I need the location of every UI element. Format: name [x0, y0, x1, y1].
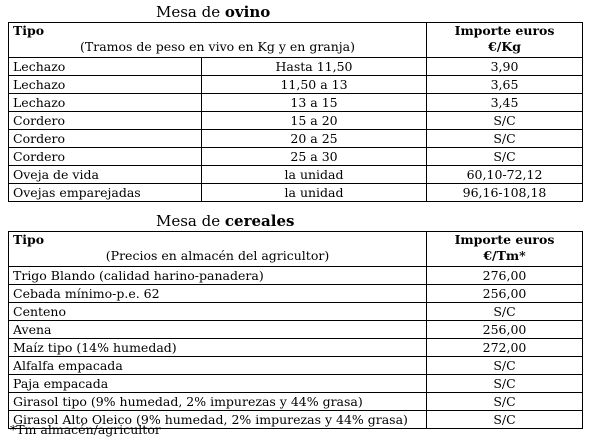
- cereales-tipo-cell: Girasol Alto Oleico (9% humedad, 2% impu…: [8, 410, 427, 429]
- cereales-importe-cell: 256,00: [426, 284, 583, 303]
- ovino-header-row: Tipo (Tramos de peso en vivo en Kg y en …: [7, 22, 584, 58]
- cereales-title-bold: cereales: [224, 212, 295, 230]
- ovino-tipo-cell: Cordero: [8, 111, 202, 130]
- cereales-header-tipo-subtitle: (Precios en almacén del agricultor): [105, 248, 330, 263]
- cereales-header-tipo-title: Tipo: [13, 232, 45, 248]
- ovino-tramo-cell: 15 a 20: [200, 111, 428, 130]
- cereales-header-tipo: Tipo (Precios en almacén del agricultor): [8, 231, 427, 267]
- ovino-title-prefix: Mesa de: [156, 3, 225, 21]
- table-row: Girasol Alto Oleico (9% humedad, 2% impu…: [8, 410, 583, 429]
- cereales-header-row: Tipo (Precios en almacén del agricultor)…: [8, 231, 583, 267]
- cereales-footnote: *Tm almacén/agricultor: [10, 422, 161, 437]
- ovino-tipo-cell: Cordero: [8, 147, 202, 166]
- ovino-header-tipo-title: Tipo: [13, 23, 45, 39]
- ovino-tramo-cell: 20 a 25: [200, 129, 428, 148]
- table-row: Cordero 15 a 20 S/C: [8, 111, 584, 130]
- ovino-title-bold: ovino: [224, 3, 271, 21]
- ovino-tramo-cell: la unidad: [200, 165, 428, 184]
- cereales-importe-cell: S/C: [426, 410, 583, 429]
- cereales-tipo-cell: Trigo Blando (calidad harino-panadera): [8, 266, 427, 285]
- ovino-tramo-cell: 25 a 30: [200, 147, 428, 166]
- table-row: Girasol tipo (9% humedad, 2% impurezas y…: [8, 392, 583, 411]
- ovino-importe-cell: S/C: [426, 111, 584, 130]
- table-row: Avena 256,00: [8, 320, 583, 339]
- cereales-tipo-cell: Maíz tipo (14% humedad): [8, 338, 427, 357]
- cereales-tipo-cell: Centeno: [8, 302, 427, 321]
- ovino-tipo-cell: Lechazo: [8, 75, 202, 94]
- ovino-header-tipo-subtitle: (Tramos de peso en vivo en Kg y en granj…: [80, 39, 356, 54]
- ovino-importe-cell: 3,90: [426, 57, 584, 76]
- ovino-tipo-cell: Cordero: [8, 129, 202, 148]
- table-row: Lechazo Hasta 11,50 3,90: [8, 57, 584, 76]
- ovino-tipo-cell: Oveja de vida: [8, 165, 202, 184]
- cereales-importe-cell: 276,00: [426, 266, 583, 285]
- ovino-importe-cell: S/C: [426, 147, 584, 166]
- table-row: Cordero 20 a 25 S/C: [8, 129, 584, 148]
- table-row: Trigo Blando (calidad harino-panadera) 27…: [8, 266, 583, 285]
- ovino-tramo-cell: 13 a 15: [200, 93, 428, 112]
- table-row: Ovejas emparejadas la unidad 96,16-108,18: [8, 183, 584, 202]
- ovino-tramo-cell: Hasta 11,50: [200, 57, 428, 76]
- cereales-importe-cell: S/C: [426, 356, 583, 375]
- ovino-header-importe-line1: Importe euros: [454, 23, 555, 39]
- ovino-tramo-cell: la unidad: [200, 183, 428, 202]
- ovino-importe-cell: 3,45: [426, 93, 584, 112]
- cereales-price-table: Tipo (Precios en almacén del agricultor)…: [8, 231, 583, 429]
- ovino-importe-cell: S/C: [426, 129, 584, 148]
- ovino-tipo-cell: Ovejas emparejadas: [8, 183, 202, 202]
- cereales-title-prefix: Mesa de: [156, 212, 225, 230]
- ovino-price-table: Tipo (Tramos de peso en vivo en Kg y en …: [7, 22, 584, 202]
- table-row: Lechazo 13 a 15 3,45: [8, 93, 584, 112]
- ovino-tramo-cell: 11,50 a 13: [200, 75, 428, 94]
- cereales-importe-cell: S/C: [426, 392, 583, 411]
- cereales-importe-cell: S/C: [426, 374, 583, 393]
- ovino-importe-cell: 60,10-72,12: [426, 165, 584, 184]
- ovino-importe-cell: 96,16-108,18: [426, 183, 584, 202]
- table-row: Maíz tipo (14% humedad) 272,00: [8, 338, 583, 357]
- cereales-header-importe-line1: Importe euros: [454, 232, 555, 248]
- cereales-importe-cell: 256,00: [426, 320, 583, 339]
- cereales-section-title: Mesa de cereales: [156, 212, 294, 230]
- cereales-tipo-cell: Avena: [8, 320, 427, 339]
- table-row: Cebada mínimo-p.e. 62 256,00: [8, 284, 583, 303]
- table-row: Centeno S/C: [8, 302, 583, 321]
- ovino-section-title: Mesa de ovino: [156, 3, 270, 21]
- cereales-tipo-cell: Paja empacada: [8, 374, 427, 393]
- table-row: Paja empacada S/C: [8, 374, 583, 393]
- cereales-header-importe-line2: €/Tm*: [483, 248, 526, 263]
- ovino-header-importe-line2: €/Kg: [488, 39, 521, 54]
- ovino-header-tipo: Tipo (Tramos de peso en vivo en Kg y en …: [7, 22, 428, 58]
- ovino-header-importe: Importe euros €/Kg: [426, 22, 584, 58]
- ovino-importe-cell: 3,65: [426, 75, 584, 94]
- cereales-importe-cell: S/C: [426, 302, 583, 321]
- table-row: Lechazo 11,50 a 13 3,65: [8, 75, 584, 94]
- cereales-tipo-cell: Alfalfa empacada: [8, 356, 427, 375]
- cereales-importe-cell: 272,00: [426, 338, 583, 357]
- table-row: Cordero 25 a 30 S/C: [8, 147, 584, 166]
- ovino-tipo-cell: Lechazo: [8, 57, 202, 76]
- cereales-tipo-cell: Cebada mínimo-p.e. 62: [8, 284, 427, 303]
- table-row: Oveja de vida la unidad 60,10-72,12: [8, 165, 584, 184]
- cereales-header-importe: Importe euros €/Tm*: [426, 231, 583, 267]
- table-row: Alfalfa empacada S/C: [8, 356, 583, 375]
- ovino-tipo-cell: Lechazo: [8, 93, 202, 112]
- cereales-tipo-cell: Girasol tipo (9% humedad, 2% impurezas y…: [8, 392, 427, 411]
